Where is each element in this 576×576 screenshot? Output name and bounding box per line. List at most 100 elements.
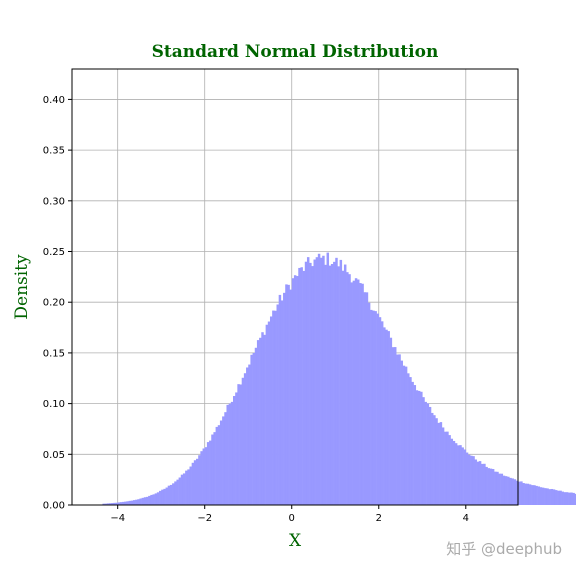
y-tick-label: 0.35	[43, 146, 65, 157]
histogram-bar	[148, 495, 151, 505]
histogram-bar	[537, 486, 541, 505]
histogram-bar	[141, 497, 145, 505]
histogram-bar	[161, 489, 164, 505]
histogram-bar	[315, 257, 319, 505]
histogram-bar	[215, 426, 219, 505]
histogram-bar	[372, 310, 375, 505]
histogram-bar	[435, 418, 438, 505]
histogram-bar	[422, 397, 425, 505]
histogram-bar	[189, 466, 192, 505]
histogram-bar	[104, 503, 108, 505]
histogram-bar	[507, 476, 510, 505]
histogram-bar	[224, 412, 227, 505]
histogram-bar	[211, 434, 214, 505]
histogram-bar	[367, 302, 371, 505]
histogram-bar	[441, 427, 445, 505]
histogram-bar	[424, 401, 427, 505]
histogram-bar	[409, 377, 412, 505]
histogram-bar	[296, 276, 299, 505]
histogram-bar	[145, 496, 149, 505]
histogram-bar	[243, 373, 247, 505]
histogram-bar	[226, 404, 229, 505]
histogram-bar	[533, 485, 536, 505]
histogram-bar	[407, 373, 410, 505]
histogram-bar	[526, 483, 530, 505]
histogram-bar	[452, 440, 456, 505]
histogram-bar	[450, 438, 454, 505]
histogram-bar	[176, 479, 179, 505]
y-tick-label: 0.00	[43, 501, 65, 512]
histogram-bar	[200, 451, 203, 505]
histogram-bar	[165, 487, 169, 505]
histogram-bar	[524, 483, 528, 505]
histogram-bar	[346, 272, 349, 505]
histogram-bar	[202, 448, 206, 505]
histogram-bar	[557, 490, 560, 505]
histogram-bar	[196, 458, 199, 505]
histogram-bar	[135, 499, 138, 505]
histogram-bar	[106, 503, 110, 505]
histogram-bar	[515, 480, 519, 505]
histogram-bar	[222, 416, 225, 505]
histogram-bar	[293, 275, 297, 505]
histogram-bar	[263, 334, 266, 505]
histogram-bar	[463, 449, 467, 505]
histogram-bar	[159, 490, 162, 505]
histogram-bar	[385, 329, 388, 505]
histogram-bar	[457, 445, 460, 505]
histogram-bar	[481, 463, 484, 505]
histogram-bar	[130, 500, 134, 505]
watermark: 知乎 @deephub	[446, 540, 562, 558]
histogram-bar	[209, 440, 212, 505]
histogram-bar	[541, 487, 545, 505]
histogram-bar	[309, 262, 312, 505]
histogram-bar	[326, 252, 330, 505]
histogram-bar	[472, 456, 475, 505]
histogram-bar	[339, 259, 343, 505]
histogram-bar	[256, 340, 260, 505]
histogram-bar	[396, 354, 399, 505]
histogram-bar	[252, 352, 256, 505]
histogram-bar	[550, 488, 554, 505]
histogram-bar	[333, 261, 336, 505]
histogram-bar	[154, 493, 158, 505]
y-tick-label: 0.15	[43, 348, 65, 359]
histogram-bar	[115, 502, 118, 505]
x-tick-label: −4	[110, 513, 125, 524]
histogram-bar	[254, 347, 258, 505]
histogram-bar	[354, 278, 358, 505]
histogram-bar	[531, 485, 534, 505]
histogram-bar	[246, 367, 249, 505]
histogram-bar	[509, 477, 512, 505]
histogram-bar	[113, 502, 116, 505]
y-tick-label: 0.10	[43, 399, 65, 410]
histogram-bar	[317, 253, 321, 505]
histogram-bar	[554, 490, 558, 505]
histogram-bar	[350, 282, 353, 505]
histogram-bar	[494, 471, 497, 505]
chart-title: Standard Normal Distribution	[152, 42, 439, 62]
histogram-bar	[544, 488, 547, 505]
histogram-bar	[261, 332, 264, 505]
histogram-bar	[137, 499, 140, 505]
histogram-bar	[248, 364, 251, 505]
histogram-bar	[219, 420, 223, 505]
histogram-bar	[324, 264, 327, 505]
histogram-bar	[289, 289, 293, 505]
histogram-bar	[272, 310, 275, 505]
histogram-bar	[169, 484, 173, 505]
histogram-bar	[448, 435, 451, 505]
histogram-bar	[139, 498, 142, 505]
histogram-bar	[285, 284, 288, 505]
histogram-bar	[180, 474, 184, 505]
histogram-bar	[269, 316, 273, 505]
histogram-bar	[265, 324, 269, 505]
histogram-bar	[348, 274, 351, 505]
histogram-bar	[374, 311, 377, 505]
histogram-bar	[520, 481, 523, 505]
histogram-bar	[563, 492, 567, 505]
histogram-bar	[459, 445, 462, 505]
x-tick-label: −2	[197, 513, 212, 524]
